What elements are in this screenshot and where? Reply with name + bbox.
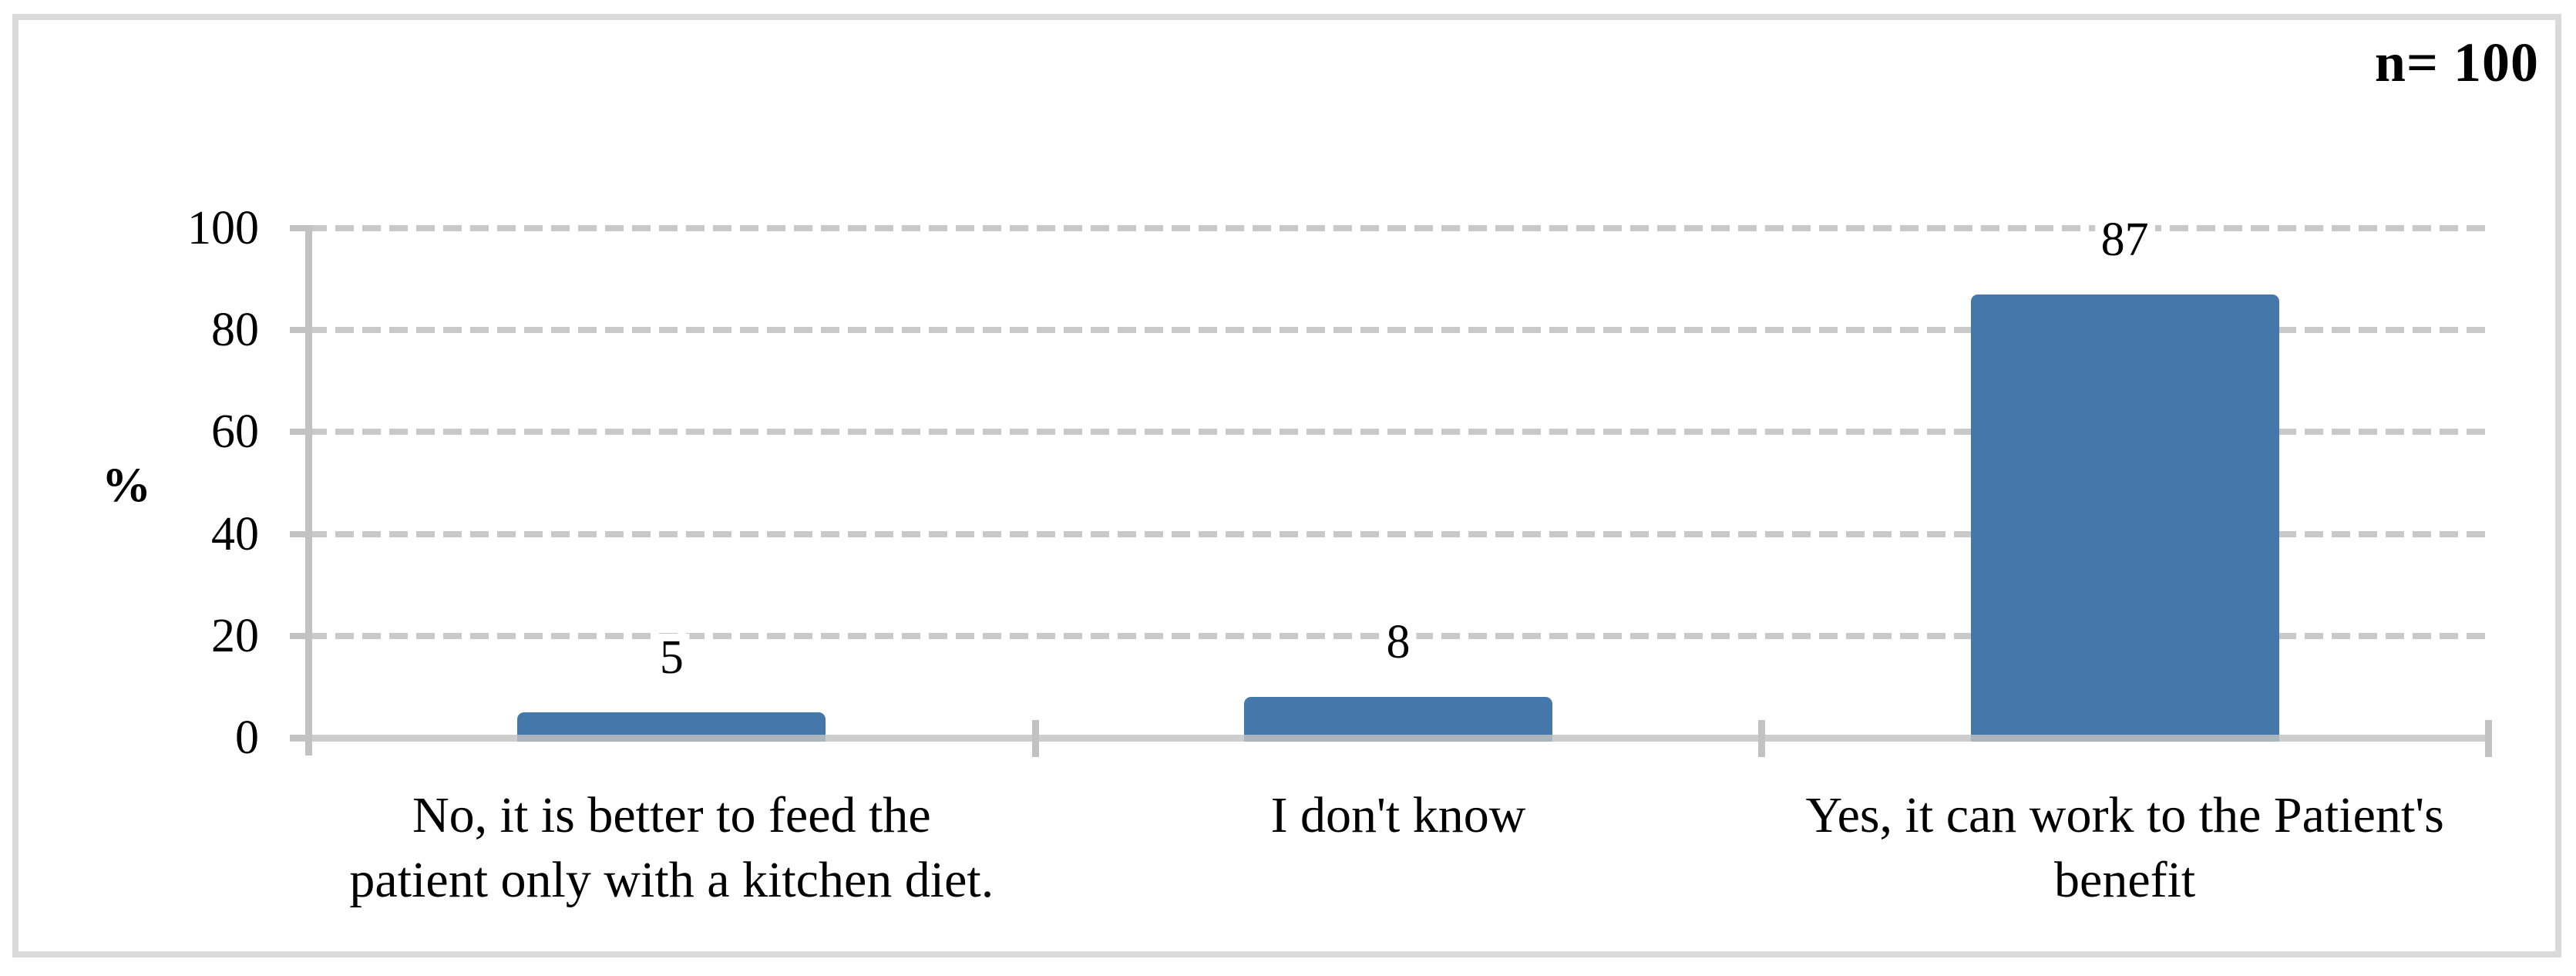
- category-label-3: Yes, it can work to the Patient's benefit: [1806, 783, 2444, 913]
- category-label-line: Yes, it can work to the Patient's: [1805, 787, 2444, 843]
- category-label-line: I don't know: [1270, 787, 1526, 843]
- y-axis-tick-40: [290, 530, 310, 537]
- bar-value-label-3: 87: [2094, 215, 2155, 264]
- y-axis-tick-60: [290, 429, 310, 436]
- category-label-line: patient only with a kitchen diet.: [349, 852, 994, 908]
- gridline-40: [308, 530, 2488, 537]
- category-label-2: I don't know: [1271, 783, 1526, 848]
- sample-size-annotation: n= 100: [2374, 32, 2539, 93]
- x-axis-line: [290, 735, 2492, 742]
- y-axis-line: [305, 225, 312, 756]
- y-tick-label-0: 0: [235, 712, 259, 764]
- bar-2: [1244, 697, 1552, 742]
- gridline-80: [308, 327, 2488, 334]
- y-tick-label-40: 40: [211, 507, 259, 560]
- category-label-line: benefit: [2054, 852, 2196, 908]
- figure-border-frame: [12, 14, 2561, 957]
- bar-value-label-1: 5: [653, 633, 690, 682]
- y-tick-label-100: 100: [187, 202, 259, 254]
- bar-3: [1970, 294, 2279, 742]
- gridline-100: [308, 225, 2488, 231]
- y-tick-label-20: 20: [211, 609, 259, 662]
- gridline-60: [308, 429, 2488, 436]
- category-label-1: No, it is better to feed the patient only…: [349, 783, 994, 913]
- bar-value-label-2: 8: [1380, 618, 1417, 667]
- y-axis-tick-100: [290, 225, 310, 231]
- y-tick-label-60: 60: [211, 406, 259, 459]
- y-axis-title: %: [102, 457, 151, 512]
- y-tick-label-80: 80: [211, 304, 259, 357]
- y-axis-tick-80: [290, 327, 310, 334]
- category-label-line: No, it is better to feed the: [412, 787, 931, 843]
- y-axis-tick-20: [290, 632, 310, 639]
